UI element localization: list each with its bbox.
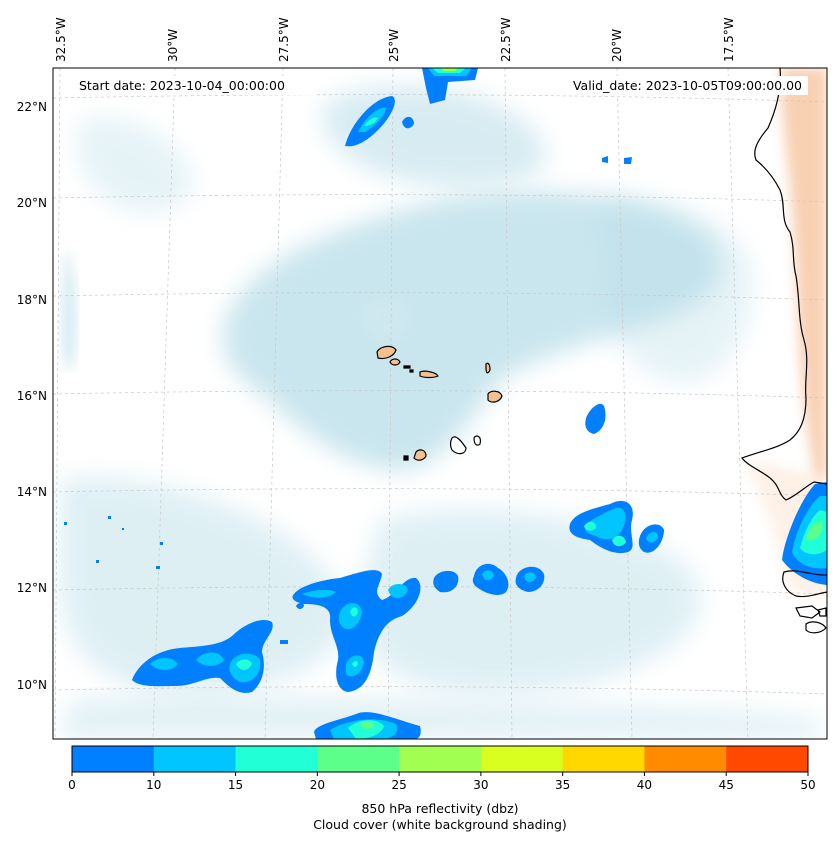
colorbar-tick-label: 15 <box>228 778 243 792</box>
start-date-label: Start date: 2023-10-04_00:00:00 <box>79 78 285 93</box>
reflectivity-cell <box>585 403 606 434</box>
colorbar-tick-label: 30 <box>473 778 488 792</box>
colorbar-segment <box>399 746 482 772</box>
colorbar-tick-label: 35 <box>555 778 570 792</box>
colorbar-segment <box>235 746 318 772</box>
map-border <box>52 67 828 740</box>
colorbar-border <box>71 745 809 773</box>
african-coastline <box>741 68 827 634</box>
island <box>409 369 414 373</box>
colorbar-sublabel: Cloud cover (white background shading) <box>313 817 567 832</box>
colorbar-label: 850 hPa reflectivity (dbz) <box>361 801 519 816</box>
colorbar-segments <box>72 746 809 772</box>
lon-label: 17.5°W <box>722 17 736 62</box>
reflectivity-cell <box>422 68 478 104</box>
lon-label: 30°W <box>166 29 180 62</box>
colorbar-tick-label: 45 <box>719 778 734 792</box>
valid-date-label: Valid_date: 2023-10-05T09:00:00.00 <box>573 78 802 93</box>
lon-label: 32.5°W <box>54 17 68 62</box>
reflectivity-cell <box>433 570 459 593</box>
island <box>413 449 427 461</box>
lon-label: 22.5°W <box>499 17 513 62</box>
colorbar: 0 10 15 20 25 30 35 40 45 50 <box>68 745 816 792</box>
lon-label: 27.5°W <box>277 17 291 62</box>
colorbar-segment <box>317 746 400 772</box>
gridlines <box>53 68 827 739</box>
lat-label: 14°N <box>17 485 47 499</box>
colorbar-segment <box>726 746 809 772</box>
colorbar-tick-label: 10 <box>146 778 161 792</box>
colorbar-tick-label: 50 <box>800 778 815 792</box>
island <box>389 358 401 366</box>
island <box>376 345 397 360</box>
island <box>449 436 467 455</box>
colorbar-segment <box>72 746 155 772</box>
lat-label: 18°N <box>17 293 47 307</box>
island <box>473 435 481 446</box>
colorbar-segment <box>153 746 237 772</box>
cloud-cover-shading <box>60 85 820 739</box>
island <box>487 390 503 403</box>
colorbar-tick-label: 0 <box>68 778 76 792</box>
colorbar-segment <box>644 746 727 772</box>
colorbar-tick-label: 20 <box>310 778 325 792</box>
lat-label: 22°N <box>17 100 47 114</box>
colorbar-ticks: 0 10 15 20 25 30 35 40 45 50 <box>68 772 816 792</box>
lon-label: 25°W <box>387 29 401 62</box>
reflectivity-cells <box>64 68 827 739</box>
island <box>403 455 409 461</box>
colorbar-tick-label: 40 <box>637 778 652 792</box>
colorbar-segment <box>480 746 564 772</box>
colorbar-segment <box>562 746 645 772</box>
lat-label: 10°N <box>17 678 47 692</box>
map-panel: Start date: 2023-10-04_00:00:00 Valid_da… <box>53 68 827 739</box>
colorbar-tick-label: 25 <box>391 778 406 792</box>
lat-label: 20°N <box>17 196 47 210</box>
island <box>419 370 439 379</box>
island <box>403 365 411 369</box>
cape-verde-islands <box>376 345 503 461</box>
date-overlays: Start date: 2023-10-04_00:00:00 Valid_da… <box>74 76 808 95</box>
reflectivity-cell <box>292 570 421 692</box>
lat-label: 16°N <box>17 389 47 403</box>
latitude-labels: 22°N 20°N 18°N 16°N 14°N 12°N 10°N <box>17 100 47 692</box>
island <box>485 362 491 374</box>
longitude-labels: 32.5°W 30°W 27.5°W 25°W 22.5°W 20°W 17.5… <box>54 17 736 62</box>
lat-label: 12°N <box>17 581 47 595</box>
lon-label: 20°W <box>610 29 624 62</box>
